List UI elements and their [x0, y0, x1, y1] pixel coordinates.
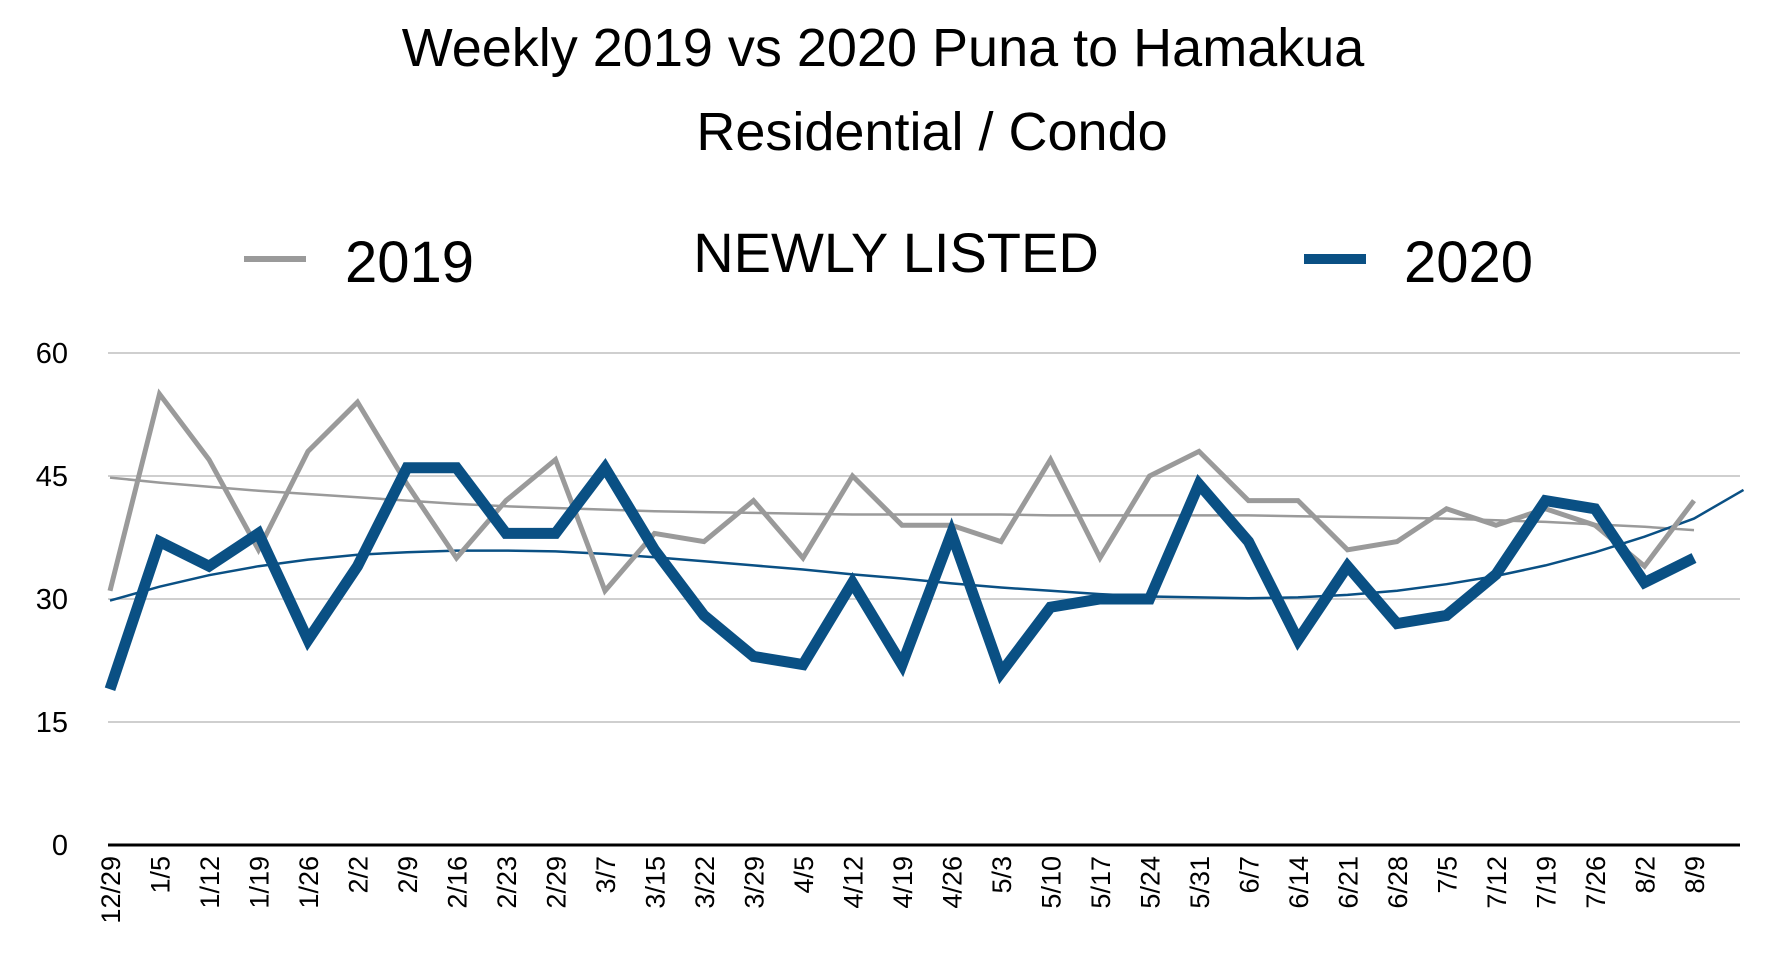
x-tick-label: 5/17 — [1086, 856, 1116, 909]
x-tick-label: 2/2 — [344, 856, 374, 894]
x-tick-label: 3/15 — [641, 856, 671, 909]
x-tick-label: 6/28 — [1383, 856, 1413, 909]
x-tick-label: 12/29 — [96, 856, 126, 924]
x-tick-label: 7/12 — [1482, 856, 1512, 909]
x-tick-label: 7/19 — [1532, 856, 1562, 909]
y-tick-label: 0 — [52, 830, 68, 862]
y-tick-label: 60 — [36, 338, 68, 370]
x-tick-label: 3/7 — [591, 856, 621, 894]
x-tick-label: 8/9 — [1680, 856, 1710, 894]
trend-line-2020 — [109, 488, 1745, 602]
x-tick-label: 1/5 — [146, 856, 176, 894]
y-tick-label: 45 — [36, 461, 68, 493]
legend-label-2019: 2019 — [345, 230, 474, 295]
x-tick-label: 7/26 — [1581, 856, 1611, 909]
series-line-2019 — [107, 388, 1696, 596]
chart-subtitle: NEWLY LISTED — [693, 221, 1099, 284]
legend: 2019 NEWLY LISTED 2020 — [244, 221, 1533, 295]
x-tick-label: 8/2 — [1631, 856, 1661, 894]
chart-title-line2: Residential / Condo — [696, 102, 1167, 162]
series-lines — [104, 388, 1697, 691]
x-tick-label: 4/26 — [938, 856, 968, 909]
x-tick-label: 5/24 — [1136, 856, 1166, 909]
x-tick-label: 4/12 — [839, 856, 869, 909]
x-tick-label: 2/29 — [542, 856, 572, 909]
x-tick-label: 3/29 — [740, 856, 770, 909]
x-tick-label: 1/12 — [195, 856, 225, 909]
x-tick-label: 1/19 — [245, 856, 275, 909]
x-tick-label: 7/5 — [1433, 856, 1463, 894]
series-line-2020 — [104, 457, 1697, 691]
y-axis-ticks: 0 15 30 45 60 — [36, 338, 68, 862]
x-tick-label: 3/22 — [690, 856, 720, 909]
y-tick-label: 30 — [36, 584, 68, 616]
x-tick-label: 5/10 — [1037, 856, 1067, 909]
x-tick-label: 4/19 — [888, 856, 918, 909]
x-tick-label: 2/16 — [443, 856, 473, 909]
x-tick-label: 5/3 — [987, 856, 1017, 894]
x-axis-ticks: 12/29 1/5 1/12 1/19 1/26 2/2 2/9 2/16 2/23 2/29 3/… — [96, 856, 1710, 924]
legend-label-2020: 2020 — [1404, 230, 1533, 295]
y-tick-label: 15 — [36, 707, 68, 739]
x-tick-label: 4/5 — [789, 856, 819, 894]
x-tick-label: 2/23 — [492, 856, 522, 909]
x-tick-label: 6/21 — [1334, 856, 1364, 909]
chart-title-line1: Weekly 2019 vs 2020 Puna to Hamakua — [402, 18, 1366, 78]
x-tick-label: 6/7 — [1235, 856, 1265, 894]
x-tick-label: 2/9 — [393, 856, 423, 894]
x-tick-label: 1/26 — [294, 856, 324, 909]
x-tick-label: 5/31 — [1185, 856, 1215, 909]
trend-lines — [109, 476, 1745, 602]
x-tick-label: 6/14 — [1284, 856, 1314, 909]
